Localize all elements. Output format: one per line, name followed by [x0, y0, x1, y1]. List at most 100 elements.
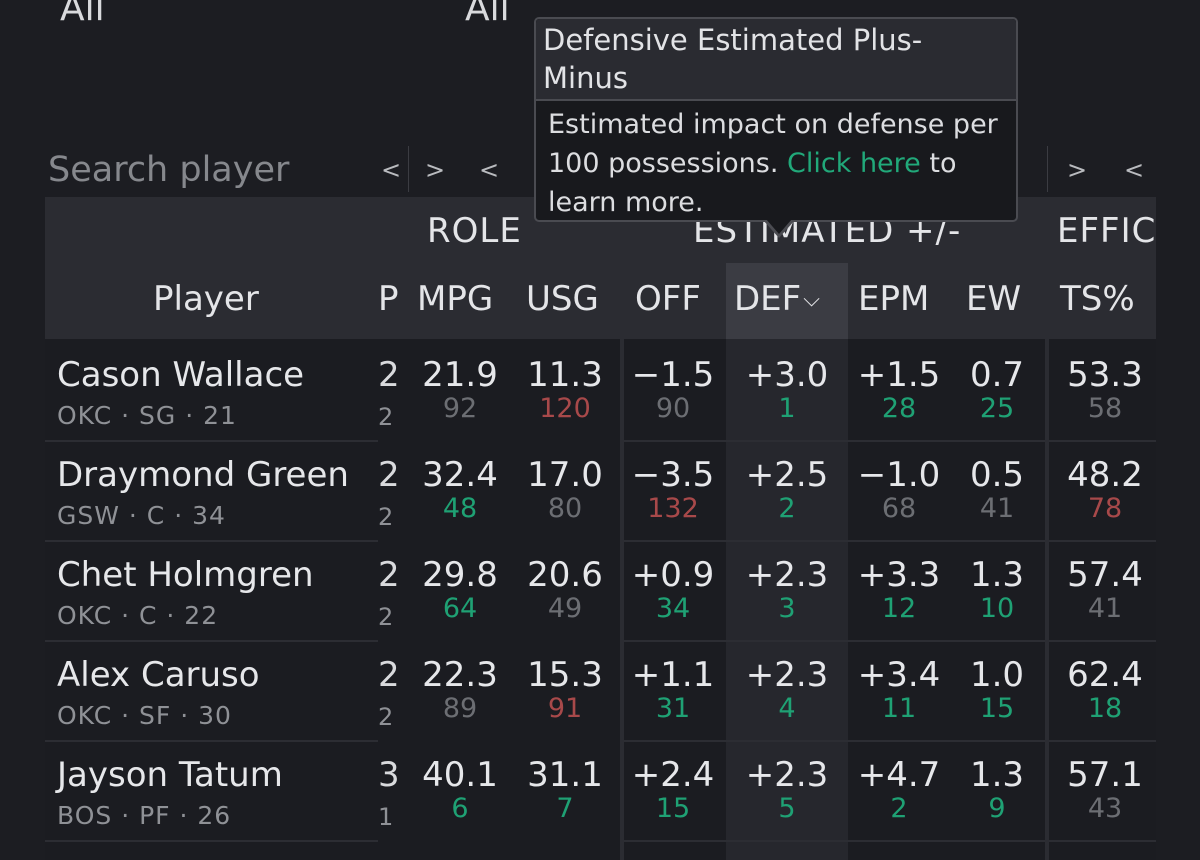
row-divider — [1049, 840, 1156, 842]
mpg-rank: 48 — [442, 493, 478, 524]
player-meta: GSW · C · 34 — [57, 501, 226, 530]
player-name[interactable]: Draymond Green — [57, 455, 349, 495]
off-rank: 132 — [647, 493, 699, 524]
row-divider — [45, 540, 378, 542]
off-rank: 34 — [655, 593, 691, 624]
epm-rank: 68 — [881, 493, 917, 524]
col-header-usg[interactable]: USG — [526, 279, 599, 319]
mpg-value: 32.4 — [422, 455, 498, 495]
ts-rank: 41 — [1087, 593, 1123, 624]
mpg-value: 22.3 — [422, 655, 498, 695]
ew-value: 1.3 — [969, 555, 1025, 595]
col-header-ts[interactable]: TS% — [1060, 279, 1135, 319]
gp-rank-cut: 2 — [378, 703, 394, 731]
gp-value-cut: 2 — [378, 655, 400, 695]
row-divider — [624, 540, 1045, 542]
gp-rank-cut: 2 — [378, 603, 394, 631]
epm-value: +4.7 — [857, 755, 941, 795]
player-meta: OKC · SF · 30 — [57, 701, 232, 730]
def-rank: 2 — [778, 493, 796, 524]
ts-rank: 78 — [1087, 493, 1123, 524]
ts-value: 62.4 — [1067, 655, 1143, 695]
tooltip: Defensive Estimated Plus-Minus Estimated… — [534, 17, 1018, 222]
nav-next-button[interactable]: > — [425, 156, 446, 184]
filter-value-2[interactable]: All — [465, 0, 510, 29]
ts-value: 57.4 — [1067, 555, 1143, 595]
def-header-highlight — [726, 263, 848, 339]
col-header-player[interactable]: Player — [153, 279, 259, 319]
off-value: +0.9 — [631, 555, 715, 595]
epm-rank: 12 — [881, 593, 917, 624]
def-rank: 3 — [778, 593, 796, 624]
def-value: +2.5 — [745, 455, 829, 495]
col-header-def[interactable]: DEF⌵ — [734, 279, 820, 319]
ts-rank: 18 — [1087, 693, 1123, 724]
col-header-ew[interactable]: EW — [966, 279, 1022, 319]
ts-value: 48.2 — [1067, 455, 1143, 495]
mpg-rank: 64 — [442, 593, 478, 624]
def-column-highlight — [726, 339, 848, 860]
row-divider — [624, 440, 1045, 442]
nav-divider — [1047, 146, 1048, 192]
nav-next-button-3[interactable]: > — [1067, 156, 1088, 184]
mpg-value: 40.1 — [422, 755, 498, 795]
usg-rank: 7 — [556, 793, 574, 824]
off-rank: 90 — [655, 393, 691, 424]
row-divider — [624, 640, 1045, 642]
ts-rank: 43 — [1087, 793, 1123, 824]
usg-value: 17.0 — [527, 455, 603, 495]
tooltip-text: Estimated impact on defense per 100 poss… — [548, 109, 998, 179]
usg-value: 15.3 — [527, 655, 603, 695]
player-name[interactable]: Alex Caruso — [57, 655, 260, 695]
usg-rank: 49 — [547, 593, 583, 624]
nav-prev-button-4[interactable]: < — [1124, 156, 1145, 184]
ew-rank: 10 — [979, 593, 1015, 624]
player-meta: OKC · C · 22 — [57, 601, 219, 630]
nav-prev-button[interactable]: < — [381, 156, 402, 184]
row-divider — [45, 740, 378, 742]
player-name[interactable]: Cason Wallace — [57, 355, 305, 395]
tooltip-body: Estimated impact on defense per 100 poss… — [548, 105, 1013, 222]
search-input[interactable]: Search player — [48, 150, 290, 190]
def-value: +2.3 — [745, 655, 829, 695]
usg-value: 11.3 — [527, 355, 603, 395]
row-divider — [1049, 440, 1156, 442]
row-divider — [45, 840, 378, 842]
ew-value: 1.3 — [969, 755, 1025, 795]
player-name[interactable]: Jayson Tatum — [57, 755, 283, 795]
mpg-value: 29.8 — [422, 555, 498, 595]
tooltip-tail: to learn more. — [548, 148, 957, 218]
row-divider — [45, 640, 378, 642]
player-meta: OKC · SG · 21 — [57, 401, 237, 430]
ts-value: 57.1 — [1067, 755, 1143, 795]
col-header-gp[interactable]: P — [378, 279, 399, 319]
gp-rank-cut: 2 — [378, 503, 394, 531]
gp-value-cut: 2 — [378, 555, 400, 595]
col-header-mpg[interactable]: MPG — [417, 279, 494, 319]
off-value: +1.1 — [631, 655, 715, 695]
off-value: +2.4 — [631, 755, 715, 795]
group-header-efficiency: EFFIC — [1057, 211, 1156, 251]
row-divider — [45, 440, 378, 442]
gp-value-cut: 2 — [378, 455, 400, 495]
player-name[interactable]: Chet Holmgren — [57, 555, 314, 595]
player-meta: BOS · PF · 26 — [57, 801, 232, 830]
filter-value-1[interactable]: All — [60, 0, 105, 29]
tooltip-learn-more-link[interactable]: Click here — [787, 148, 921, 179]
tooltip-arrow-inner — [766, 219, 792, 234]
gp-rank-cut: 2 — [378, 403, 394, 431]
row-divider — [1049, 540, 1156, 542]
col-header-off[interactable]: OFF — [635, 279, 701, 319]
usg-rank: 120 — [539, 393, 591, 424]
def-value: +3.0 — [745, 355, 829, 395]
col-header-epm[interactable]: EPM — [858, 279, 930, 319]
ew-rank: 9 — [988, 793, 1006, 824]
row-divider — [1049, 640, 1156, 642]
usg-value: 31.1 — [527, 755, 603, 795]
group-header-role: ROLE — [427, 211, 522, 251]
row-divider — [624, 840, 1045, 842]
gp-rank-cut: 1 — [378, 803, 394, 831]
def-value: +2.3 — [745, 555, 829, 595]
epm-rank: 2 — [890, 793, 908, 824]
nav-prev-button-2[interactable]: < — [479, 156, 500, 184]
